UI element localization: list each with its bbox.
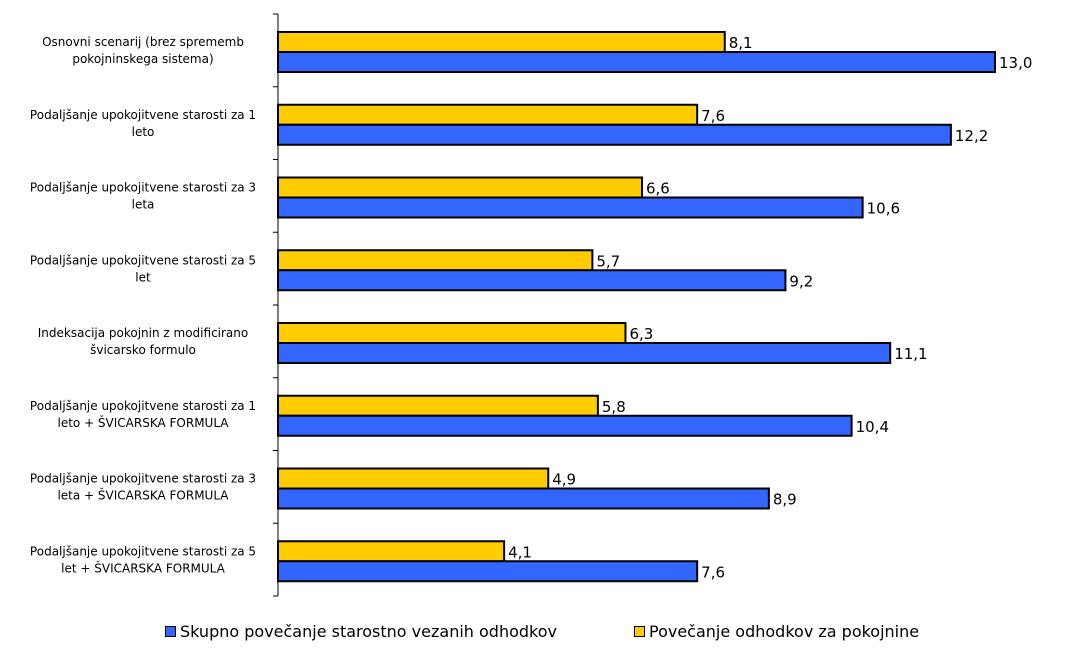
legend-item-skupno: Skupno povečanje starostno vezanih odhod… — [165, 622, 557, 641]
bars-layer — [277, 31, 996, 583]
bar-skupno — [277, 196, 864, 219]
category-label: leta + ŠVICARSKA FORMULA — [57, 488, 229, 503]
category-label: Osnovni scenarij (brez sprememb — [42, 35, 244, 49]
value-label-skupno: 8,9 — [773, 491, 797, 509]
value-label-skupno: 7,6 — [701, 563, 725, 581]
value-label-pokojnine: 7,6 — [701, 107, 725, 125]
bar-skupno — [277, 51, 996, 73]
bar-pokojnine — [277, 540, 506, 563]
category-label: Podaljšanje upokojitvene starosti za 3 — [30, 181, 256, 195]
bar-skupno — [277, 414, 853, 437]
bar-pokojnine — [277, 394, 599, 417]
value-label-pokojnine: 5,8 — [602, 398, 626, 416]
legend-item-pokojnine: Povečanje odhodkov za pokojnine — [634, 622, 919, 641]
value-label-skupno: 10,4 — [856, 418, 889, 436]
value-label-pokojnine: 8,1 — [729, 34, 753, 52]
value-label-pokojnine: 4,1 — [508, 543, 532, 561]
value-label-skupno: 13,0 — [999, 54, 1032, 72]
value-label-skupno: 9,2 — [789, 272, 813, 290]
category-label: Podaljšanje upokojitvene starosti za 5 — [30, 253, 256, 267]
bar-pokojnine — [277, 467, 550, 490]
bar-skupno — [277, 487, 770, 510]
legend: Skupno povečanje starostno vezanih odhod… — [0, 622, 1065, 646]
legend-label-pokojnine: Povečanje odhodkov za pokojnine — [649, 622, 920, 641]
y-axis — [273, 13, 279, 597]
bar-skupno — [277, 342, 892, 364]
category-label: leto — [132, 125, 155, 139]
bar-skupno — [277, 123, 952, 146]
bar-pokojnine — [277, 103, 699, 126]
bar-pokojnine — [277, 322, 627, 344]
value-label-pokojnine: 6,3 — [629, 325, 653, 343]
category-label: Indeksacija pokojnin z modificirano — [38, 326, 248, 340]
category-label: leto + ŠVICARSKA FORMULA — [57, 415, 229, 430]
bar-skupno — [277, 560, 699, 583]
category-label: Podaljšanje upokojitvene starosti za 5 — [30, 544, 256, 558]
category-label: švicarsko formulo — [90, 343, 196, 357]
category-label: pokojninskega sistema) — [72, 52, 213, 66]
value-label-pokojnine: 4,9 — [552, 471, 576, 489]
category-label: Podaljšanje upokojitvene starosti za 3 — [30, 472, 256, 486]
value-label-skupno: 12,2 — [955, 127, 988, 145]
value-label-skupno: 10,6 — [867, 200, 900, 218]
legend-swatch-yellow — [634, 626, 645, 637]
category-label: Podaljšanje upokojitvene starosti za 1 — [30, 399, 256, 413]
bar-pokojnine — [277, 176, 644, 199]
value-label-pokojnine: 6,6 — [646, 180, 670, 198]
category-label: leta — [132, 198, 155, 212]
bar-skupno — [277, 269, 787, 292]
legend-label-skupno: Skupno povečanje starostno vezanih odhod… — [180, 622, 557, 641]
bar-pokojnine — [277, 249, 594, 272]
value-label-skupno: 11,1 — [894, 345, 927, 363]
labels-layer: 8,1 13,0 Osnovni scenarij (brez sprememb po… — [30, 34, 1032, 581]
legend-swatch-blue — [165, 626, 176, 637]
bar-chart: 8,1 13,0 Osnovni scenarij (brez sprememb po… — [30, 13, 1032, 597]
value-label-pokojnine: 5,7 — [596, 252, 620, 270]
category-label: let — [135, 270, 151, 284]
bar-pokojnine — [277, 31, 726, 53]
category-label: let + ŠVICARSKA FORMULA — [61, 560, 225, 575]
category-label: Podaljšanje upokojitvene starosti za 1 — [30, 108, 256, 122]
